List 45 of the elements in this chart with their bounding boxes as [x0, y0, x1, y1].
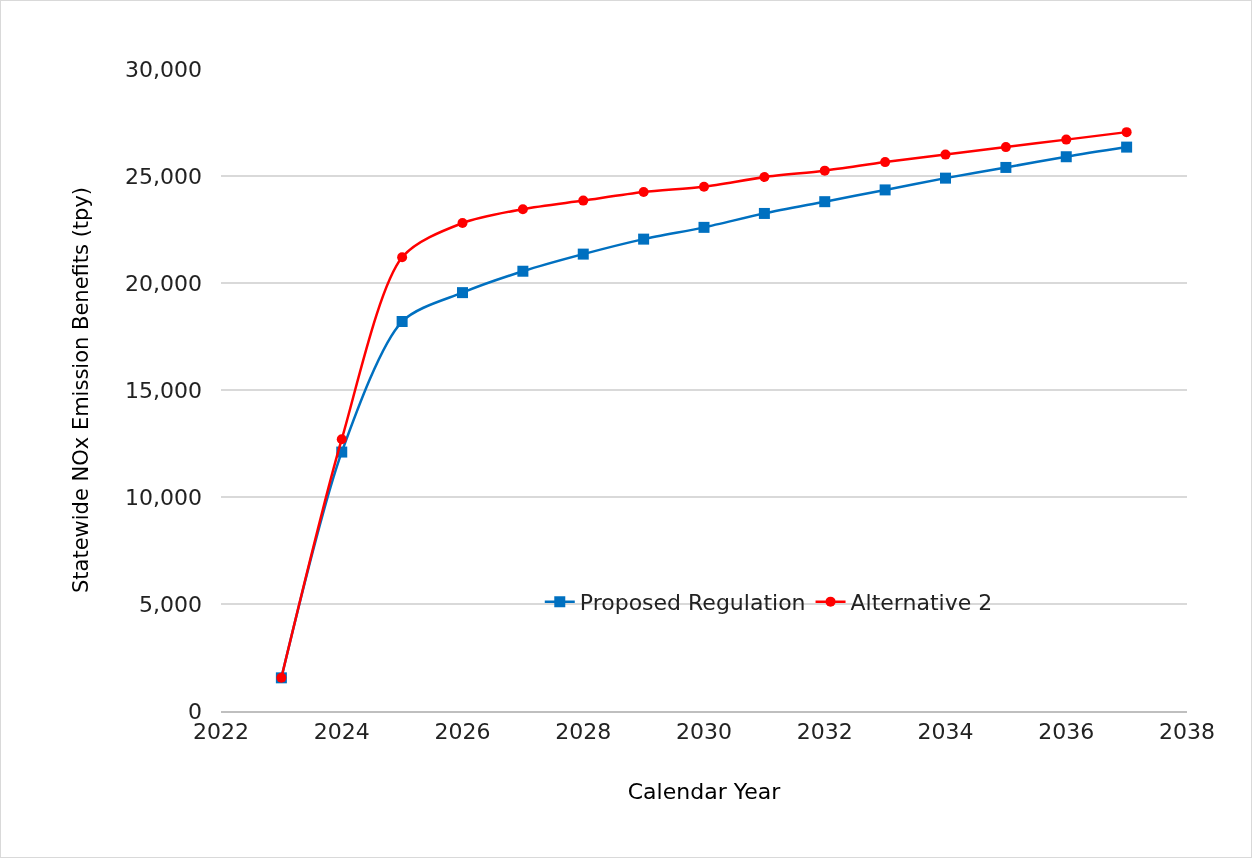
x-axis-title: Calendar Year [627, 778, 782, 804]
y-tick-label: 10,000 [125, 484, 202, 510]
y-tick-label: 5,000 [139, 591, 202, 617]
x-tick-label: 2032 [796, 719, 853, 745]
point [879, 184, 891, 196]
point [819, 165, 830, 176]
x-tick-label: 2034 [917, 719, 974, 745]
x-tick-label: 2030 [676, 719, 732, 745]
y-tick-label: 30,000 [125, 56, 202, 82]
point [940, 149, 951, 160]
point [1000, 142, 1011, 153]
legend-label: Alternative 2 [850, 590, 993, 616]
point [517, 265, 529, 277]
point [819, 196, 831, 208]
point [517, 204, 528, 215]
x-tick-label: 2036 [1038, 719, 1095, 745]
y-tick-label: 25,000 [125, 163, 202, 189]
point [759, 172, 770, 183]
point [758, 207, 770, 219]
point [1060, 151, 1072, 163]
x-tick-label: 2028 [555, 719, 612, 745]
x-tick-label: 2026 [434, 719, 491, 745]
y-tick-label: 20,000 [125, 270, 202, 296]
y-tick-label: 15,000 [125, 377, 202, 403]
legend-label: Proposed Regulation [579, 590, 806, 616]
point [880, 157, 891, 168]
point [577, 248, 589, 260]
point [1121, 127, 1132, 138]
point [457, 218, 468, 229]
point [698, 221, 710, 233]
point [940, 172, 951, 184]
x-tick-label: 2038 [1159, 719, 1215, 745]
point [1061, 134, 1072, 145]
y-axis-title: Statewide NOx Emission Benefits (tpy) [69, 187, 94, 593]
point [699, 181, 709, 192]
point [457, 287, 468, 299]
point [336, 434, 347, 445]
point [1121, 141, 1133, 153]
x-tick-label: 2024 [313, 719, 370, 745]
point [638, 187, 649, 198]
point [1000, 161, 1012, 173]
point [578, 195, 589, 206]
point [638, 233, 650, 245]
point [397, 252, 408, 263]
point [396, 316, 408, 328]
